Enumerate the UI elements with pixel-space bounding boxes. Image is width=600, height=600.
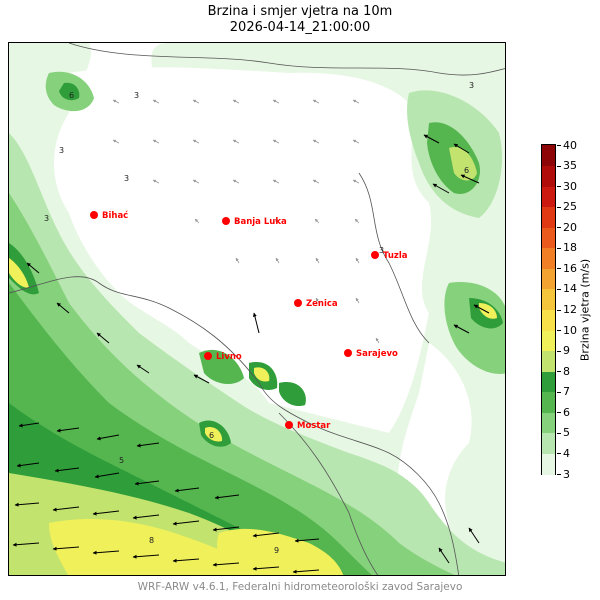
svg-text:3: 3 <box>59 146 64 155</box>
colorbar-tick-label: 25 <box>563 200 577 214</box>
colorbar-tick-label: 18 <box>563 241 577 255</box>
colorbar-tick-label: 30 <box>563 179 577 193</box>
colorbar-segment <box>542 309 555 331</box>
city-label: Banja Luka <box>234 217 287 227</box>
city-marker <box>90 211 98 219</box>
colorbar-tick-label: 12 <box>563 303 577 316</box>
colorbar-segment <box>542 268 555 290</box>
city-label: Tuzla <box>383 251 408 261</box>
colorbar-tick-label: 35 <box>563 159 577 173</box>
colorbar-segment <box>542 247 555 269</box>
colorbar-segment <box>542 412 555 434</box>
colorbar-tick-label: 20 <box>563 220 577 234</box>
city-label: Mostar <box>297 421 331 431</box>
colorbar-segment <box>542 391 555 413</box>
colorbar-tick <box>557 432 561 434</box>
colorbar-tick <box>557 474 561 475</box>
colorbar-tick-label: 6 <box>563 405 570 419</box>
colorbar <box>541 144 556 475</box>
city-marker <box>344 349 352 357</box>
city-label: Sarajevo <box>356 349 398 359</box>
colorbar-tick-label: 9 <box>563 344 570 358</box>
colorbar-tick <box>557 391 561 393</box>
city-marker <box>285 421 293 429</box>
colorbar-segment <box>542 165 555 187</box>
chart-title: Brzina i smjer vjetra na 10m <box>207 4 393 19</box>
svg-text:6: 6 <box>69 91 74 100</box>
colorbar-label: Brzina vjetra (m/s) <box>578 258 592 362</box>
svg-text:3: 3 <box>134 91 139 100</box>
colorbar-segment <box>542 371 555 393</box>
colorbar-segment <box>542 432 555 454</box>
colorbar-tick-label: 16 <box>563 261 577 275</box>
svg-text:3: 3 <box>469 81 474 90</box>
colorbar-tick <box>557 227 561 229</box>
colorbar-segment <box>542 453 555 475</box>
colorbar-segment <box>542 145 555 167</box>
colorbar-tick <box>557 371 561 373</box>
colorbar-segment <box>542 227 555 249</box>
city-label: Zenica <box>306 299 338 309</box>
colorbar-tick-label: 4 <box>563 446 570 460</box>
colorbar-segment <box>542 288 555 310</box>
svg-text:3: 3 <box>379 246 384 255</box>
city-marker <box>371 251 379 259</box>
colorbar-tick-label: 7 <box>563 385 570 399</box>
colorbar-tick-label: 40 <box>563 138 577 152</box>
colorbar-segment <box>542 186 555 208</box>
colorbar-tick <box>557 350 561 352</box>
country-borders <box>9 43 505 575</box>
colorbar-segment <box>542 330 555 352</box>
colorbar-tick <box>557 309 561 311</box>
colorbar-tick-label: 14 <box>563 282 577 296</box>
colorbar-segment <box>542 350 555 372</box>
colorbar-tick <box>557 268 561 270</box>
contour-labels: 3 3 3 3 3 3 8 9 6 6 6 5 <box>44 81 474 555</box>
svg-text:5: 5 <box>119 456 124 465</box>
city-marker <box>204 352 212 360</box>
wind-speed-fill <box>9 43 505 575</box>
svg-text:6: 6 <box>209 431 214 440</box>
svg-text:8: 8 <box>149 536 154 545</box>
colorbar-tick-label: 10 <box>563 323 577 337</box>
colorbar-tick <box>557 288 561 290</box>
colorbar-tick-label: 8 <box>563 364 570 378</box>
city-markers: Bihać Banja Luka Tuzla Zenica Livno Sarajevo M… <box>90 210 408 431</box>
calm-wind-vectors <box>112 99 380 344</box>
city-label: Bihać <box>102 210 128 221</box>
colorbar-tick <box>557 186 561 188</box>
wind-vectors <box>12 134 490 574</box>
chart-timestamp: 2026-04-14_21:00:00 <box>229 20 371 35</box>
svg-text:3: 3 <box>124 174 129 183</box>
colorbar-tick <box>557 330 561 332</box>
colorbar-tick <box>557 165 561 167</box>
colorbar-tick <box>557 453 561 455</box>
svg-text:3: 3 <box>44 214 49 223</box>
wind-map-svg: 3 3 3 3 3 3 8 9 6 6 6 5 Bihać Banja Luka Tuzla Zeni… <box>9 43 505 575</box>
footer-credit: WRF-ARW v4.6.1, Federalni hidrometeorolo… <box>137 581 463 593</box>
wind-map: 3 3 3 3 3 3 8 9 6 6 6 5 Bihać Banja Luka Tuzla Zeni… <box>8 42 506 576</box>
colorbar-segment <box>542 206 555 228</box>
colorbar-tick <box>557 412 561 414</box>
colorbar-tick <box>557 145 561 146</box>
colorbar-tick <box>557 206 561 208</box>
svg-text:6: 6 <box>464 166 469 175</box>
city-marker <box>222 217 230 225</box>
colorbar-tick <box>557 247 561 249</box>
colorbar-tick-label: 5 <box>563 426 570 440</box>
svg-text:9: 9 <box>274 546 279 555</box>
city-label: Livno <box>216 352 242 362</box>
city-marker <box>294 299 302 307</box>
colorbar-tick-label: 3 <box>563 467 570 481</box>
